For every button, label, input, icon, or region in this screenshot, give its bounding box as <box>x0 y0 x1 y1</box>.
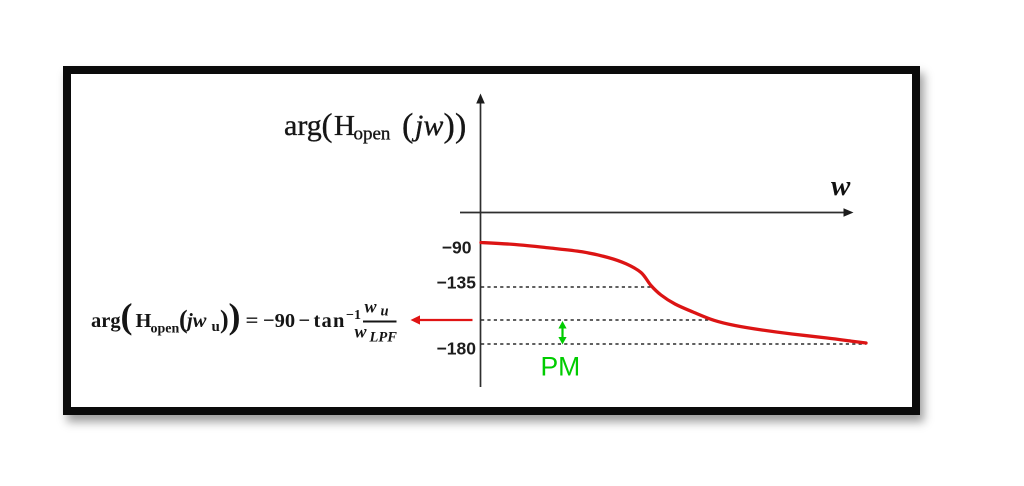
svg-text:(: ( <box>402 108 413 145</box>
svg-text:H: H <box>334 110 355 142</box>
svg-text:(: ( <box>322 108 333 144</box>
svg-text:jw: jw <box>184 310 207 332</box>
svg-text:w: w <box>831 170 851 202</box>
svg-text:open: open <box>151 322 180 337</box>
svg-text:−90: −90 <box>263 310 295 332</box>
svg-text:LPF: LPF <box>369 330 398 346</box>
svg-text:(: ( <box>179 305 188 334</box>
svg-text:): ) <box>444 108 455 145</box>
svg-text:(: ( <box>121 296 133 336</box>
svg-text:H: H <box>136 310 152 332</box>
svg-text:): ) <box>455 108 466 145</box>
svg-text:open: open <box>354 124 391 145</box>
svg-text:tan: tan <box>314 310 346 332</box>
svg-text:u: u <box>381 304 389 320</box>
svg-text:arg: arg <box>284 109 322 142</box>
svg-text:jw: jw <box>411 109 443 142</box>
svg-text:w: w <box>355 322 368 342</box>
svg-text:−1: −1 <box>346 308 361 323</box>
svg-text:): ) <box>229 296 241 336</box>
svg-text:w: w <box>365 297 378 317</box>
svg-text:−: − <box>299 310 311 332</box>
svg-text:arg: arg <box>91 310 121 332</box>
svg-text:u: u <box>212 319 220 335</box>
svg-text:): ) <box>220 305 229 334</box>
svg-text:−180: −180 <box>437 339 477 359</box>
svg-text:−90: −90 <box>442 238 472 258</box>
svg-text:−135: −135 <box>437 273 477 293</box>
svg-text:=: = <box>246 310 259 332</box>
svg-text:PM: PM <box>541 352 581 382</box>
